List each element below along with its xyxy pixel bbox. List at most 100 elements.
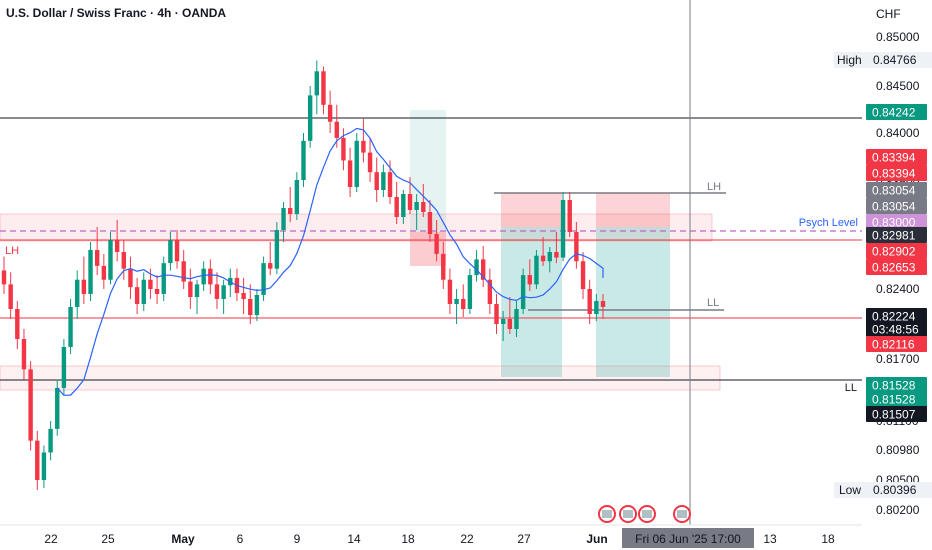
price-badge-label: 0.84242 [872,106,916,120]
candle-body [194,284,200,297]
candle-body [580,261,586,289]
price-badge [866,377,927,393]
supply-zone [0,213,713,242]
candle-body [594,301,599,314]
candle-body [161,263,166,294]
price-badge [866,243,927,259]
candle-body [441,253,446,280]
candle-body [94,250,100,266]
candle-body [514,309,519,329]
y-tick-label: 0.85000 [876,30,920,44]
candle-body [401,194,406,217]
candle-body [68,307,73,347]
candle-body [567,200,572,232]
candle-body [28,369,33,441]
y-tick-label: 0.81700 [876,352,920,366]
candle-body [547,252,552,262]
crosshair-time-label: Fri 06 Jun '25 17:00 [635,532,741,546]
candle-body [254,295,260,315]
lh-left-label: LH [5,245,19,257]
price-badge-label: 0.82981 [872,229,916,243]
candle-body [81,279,87,294]
candle-body [188,281,193,297]
candle-body [208,268,213,285]
candle-body [527,275,532,285]
candle-body [75,279,80,307]
price-badge-label: 0.82224 [872,310,916,324]
candle-body [587,289,592,314]
price-badge [866,406,927,422]
candle-body [394,197,399,217]
us-flag-icon[interactable] [638,505,656,523]
us-flag-icon[interactable] [598,505,616,523]
candle-body [467,275,473,309]
price-badge-label: 0.83394 [872,167,916,181]
candle-body [8,284,13,309]
candle-body [307,95,313,141]
candle-body [454,299,459,304]
price-badge-label: 0.82902 [872,245,916,259]
long-stop-zone [410,232,446,266]
price-badge-label: 0.83394 [872,151,916,165]
price-badge-label: 0.83000 [872,216,916,230]
candle-body [494,304,499,324]
candle-body [148,279,153,289]
candle-body [301,140,306,181]
x-tick-label: 18 [401,532,415,546]
price-badge [866,104,927,120]
candle-body [248,299,253,315]
candle-body [481,259,486,280]
candle-body [321,71,326,105]
moving-average-line [56,127,604,396]
candle-body [574,232,579,262]
price-badge-label: 0.82116 [872,338,915,352]
x-tick-label: 25 [101,532,115,546]
candle-body [134,287,140,304]
candle-body [15,309,20,339]
x-tick-label: 6 [237,532,244,546]
chart-title: U.S. Dollar / Swiss Franc · 4h · OANDA [6,6,227,20]
candle-body [281,208,286,230]
y-tick-label: 0.80980 [876,443,920,457]
low-label: Low [839,483,861,497]
x-tick-label: 13 [763,532,777,546]
candle-body [221,285,226,299]
candle-body [407,194,413,210]
candle-body [447,279,453,304]
candle-body [181,261,186,282]
candle-body [414,202,419,210]
candle-body [387,172,393,197]
candle-body [41,452,47,480]
candle-body [434,234,439,254]
candle-body [61,347,67,388]
low-value: 0.80396 [873,483,917,497]
candle-body [374,172,379,190]
candle-body [487,279,493,304]
price-badge-label: 03:48:56 [872,323,919,337]
candle-body [1,270,7,285]
currency-label: CHF [876,7,901,21]
candle-body [560,200,566,258]
candle-body [327,104,333,122]
low-label-bg [834,482,932,498]
us-flag-icon[interactable] [673,505,691,523]
us-flag-icon[interactable] [619,505,637,523]
candle-body [540,255,546,262]
x-tick-label: 22 [460,532,474,546]
long-target-zone [410,110,446,232]
candle-body [174,240,180,262]
candle-body [287,208,293,214]
x-tick-label: 18 [821,532,835,546]
price-badge [866,198,927,214]
candle-body [367,152,373,173]
candle-body [600,301,606,307]
candle-body [201,268,206,285]
price-badge [866,321,927,337]
price-badge-label: 0.82653 [872,261,916,275]
candle-body [520,275,526,309]
candle-body [341,137,346,161]
candle-body [294,180,300,214]
x-tick-label: 14 [347,532,361,546]
price-badge-label: 0.81528 [872,379,916,393]
